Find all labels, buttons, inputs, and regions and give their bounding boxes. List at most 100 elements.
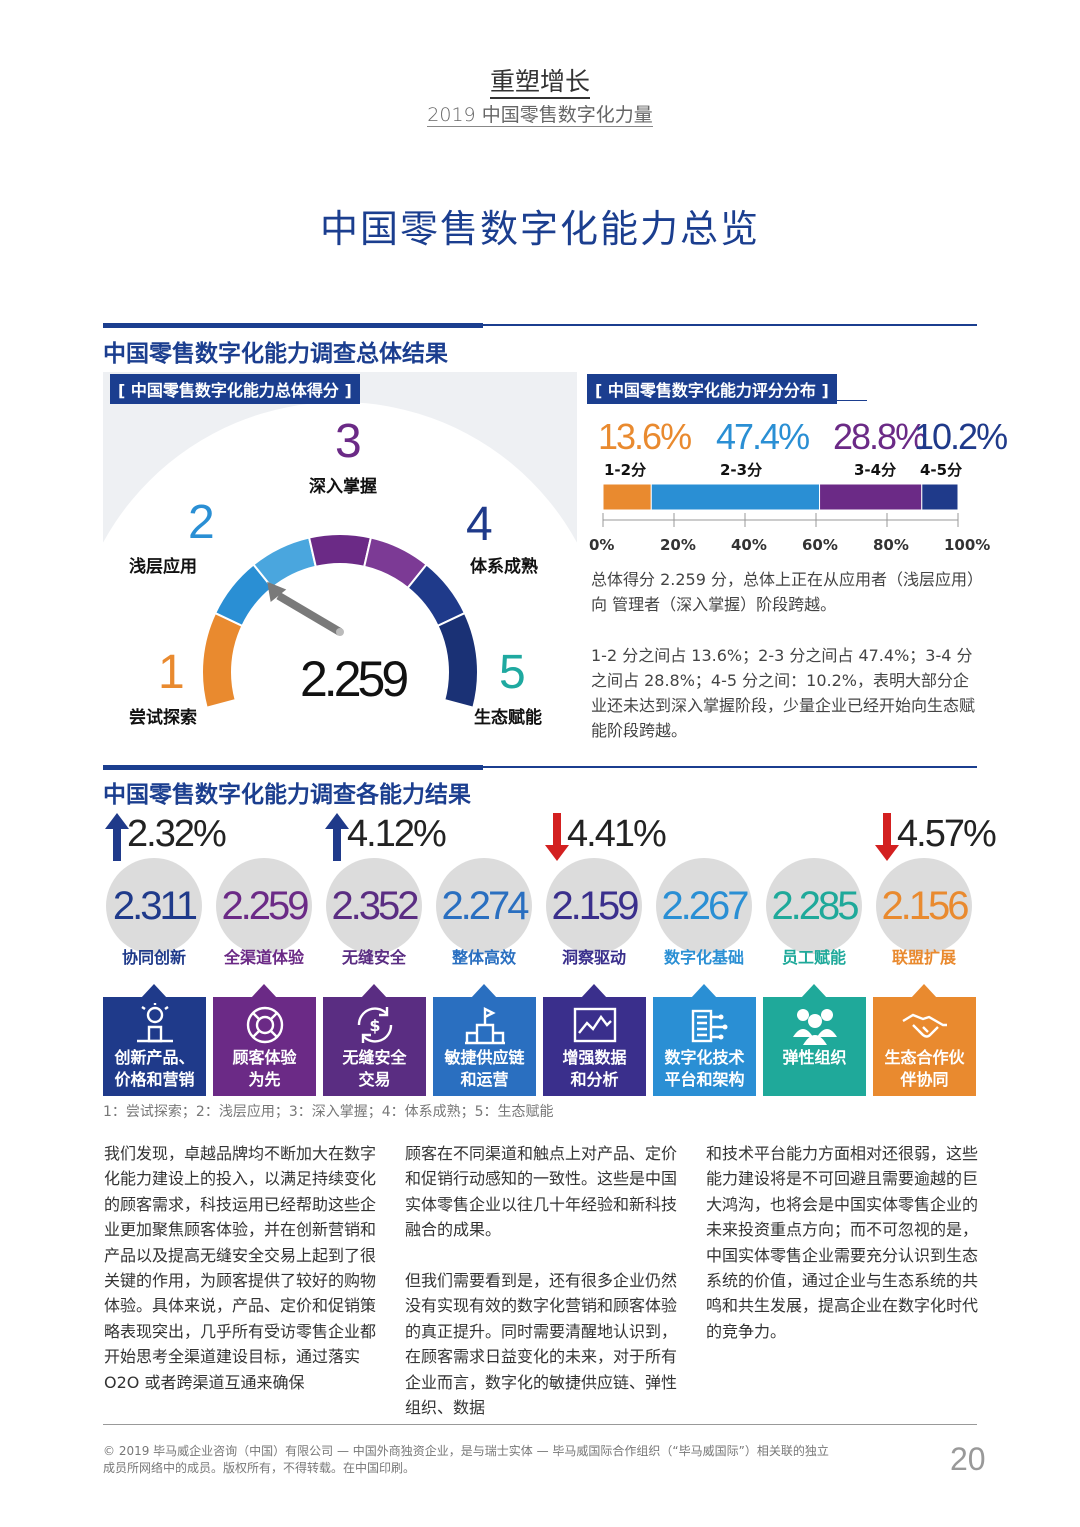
capability-card-line1: 增强数据 [562,1048,627,1067]
capability-card: 弹性组织 [763,997,866,1096]
capability-score: 2.352 [331,883,419,928]
document-title-text: 重塑增长 [489,67,590,99]
handshake-icon [873,1003,976,1047]
section2-heading: 中国零售数字化能力调查各能力结果 [103,782,471,808]
dist-range-4: 4-5分 [920,461,963,479]
distribution-tick-label: 100% [944,536,991,554]
gauge-level-1-label: 尝试探索 [129,708,197,728]
capability-card: 生态合作伙 伴协同 [873,997,976,1096]
capability-score: 2.274 [441,883,529,928]
dist-range-1: 1-2分 [604,461,647,479]
decrease-arrow-icon [545,813,569,865]
gauge-level-5-num: 5 [499,646,526,699]
podium-icon [433,1003,536,1047]
gauge-arc-segment [307,533,373,568]
capability-score-circle: 2.259 [216,858,312,954]
dist-range-2: 2-3分 [720,461,763,479]
section1-rule [103,324,977,326]
capability-score-circle: 2.352 [326,858,422,954]
circuit-icon [653,1003,756,1047]
capability-score-circle: 2.159 [546,858,642,954]
footer-copyright-line1: © 2019 毕马威企业咨询（中国）有限公司 — 中国外商独资企业，是与瑞士实体… [103,1444,829,1458]
capability-card-line2: 交易 [358,1070,391,1089]
capability-name: 整体高效 [451,948,516,967]
capability-card: 数字化技术 平台和架构 [653,997,756,1096]
distribution-bars [602,483,959,511]
capability-name: 数字化基础 [663,948,744,967]
distribution-para2: 1-2 分之间占 13.6%；2-3 分之间占 47.4%；3-4 分之间占 2… [591,646,976,740]
card-pointer [361,984,387,998]
capability-card-line1: 数字化技术 [664,1048,745,1067]
capability-name: 协同创新 [121,948,186,967]
capability-card-line1: 弹性组织 [782,1048,847,1067]
gauge-needle-shaft [276,592,343,636]
gauge-level-4-label: 体系成熟 [470,557,538,577]
capability-score-circle: 2.311 [106,858,202,954]
document-subtitle: 2019 中国零售数字化力量 [0,100,1080,127]
distribution-bar-segment [819,483,923,511]
body-column-3: 和技术平台能力方面相对还很弱，这些能力建设将是不可回避且需要逾越的巨大鸿沟，也将… [706,1144,979,1341]
capability-score: 2.311 [112,883,198,928]
body-column-1: 我们发现，卓越品牌均不断加大在数字化能力建设上的投入，以满足持续变化的顾客需求，… [104,1144,377,1392]
level-legend: 1：尝试探索；2：浅层应用；3：深入掌握；4：体系成熟；5：生态赋能 [103,1104,554,1120]
capability-card-line2: 伴协同 [900,1070,949,1089]
dist-pct-3: 28.8% [833,416,927,457]
gauge-level-2-label: 浅层应用 [129,557,197,577]
capability-score-circle: 2.285 [766,858,862,954]
gauge-level-3-label: 深入掌握 [309,477,377,497]
card-pointer [141,984,167,998]
increase-arrow-icon [325,813,349,865]
card-pointer [911,984,937,998]
gauge-level-5-label: 生态赋能 [474,708,542,728]
capability-name: 洞察驱动 [561,948,626,967]
card-pointer [251,984,277,998]
distribution-tick-label: 60% [802,536,838,554]
capability-card-line2: 和运营 [460,1070,509,1089]
distribution-label-rule [587,400,867,401]
section1-heading: 中国零售数字化能力调查总体结果 [103,341,448,367]
analytics-icon [543,1003,646,1047]
capability-card: 顾客体验 为先 [213,997,316,1096]
capability-card-line2: 为先 [248,1070,281,1089]
innovation-icon [103,1003,206,1047]
dist-pct-4: 10.2% [914,416,1008,457]
section2-rule [103,766,977,768]
capability-card-line1: 无缝安全 [342,1048,407,1067]
capability-delta: 4.12% [347,813,447,855]
capability-delta: 4.41% [567,813,667,855]
gauge-needle [267,581,344,636]
capability-card-line1: 创新产品、 [114,1048,195,1067]
decrease-arrow-icon [875,813,899,865]
gauge-arc-segment [436,611,479,709]
capability-card-line1: 生态合作伙 [884,1048,965,1067]
capability-card: $ 无缝安全交易 [323,997,426,1096]
gauge-score: 2.259 [300,651,409,707]
gauge-panel [103,372,577,740]
distribution-tick-label: 0% [589,536,615,554]
card-pointer [581,984,607,998]
document-subtitle-text: 2019 中国零售数字化力量 [427,104,653,127]
capability-delta: 2.32% [127,813,227,855]
distribution-panel-label: [ 中国零售数字化能力评分分布 ] [587,374,837,404]
card-pointer [471,984,497,998]
gauge-svg [103,402,577,740]
dist-pct-1: 13.6% [598,416,692,457]
footer-rule [103,1424,977,1425]
capability-name: 员工赋能 [781,948,846,967]
distribution-bar-segment [602,483,652,511]
distribution-tick-label: 80% [873,536,909,554]
capability-card: 敏捷供应链 和运营 [433,997,536,1096]
page-number: 20 [950,1441,986,1477]
page-title: 中国零售数字化能力总览 [319,207,760,251]
svg-text:$: $ [369,1016,380,1035]
increase-arrow-icon [105,813,129,865]
distribution-bar-chart [602,483,959,527]
lifebuoy-icon [213,1003,316,1047]
distribution-axis [602,513,959,527]
capability-card: 增强数据 和分析 [543,997,646,1096]
distribution-para1: 总体得分 2.259 分，总体上正在从应用者（浅层应用）向 管理者（深入掌握）阶… [591,570,975,614]
capability-card-line1: 敏捷供应链 [444,1048,525,1067]
card-pointer [801,984,827,998]
gauge-level-2-num: 2 [188,496,215,549]
gauge-panel-label: [ 中国零售数字化能力总体得分 ] [110,374,360,404]
